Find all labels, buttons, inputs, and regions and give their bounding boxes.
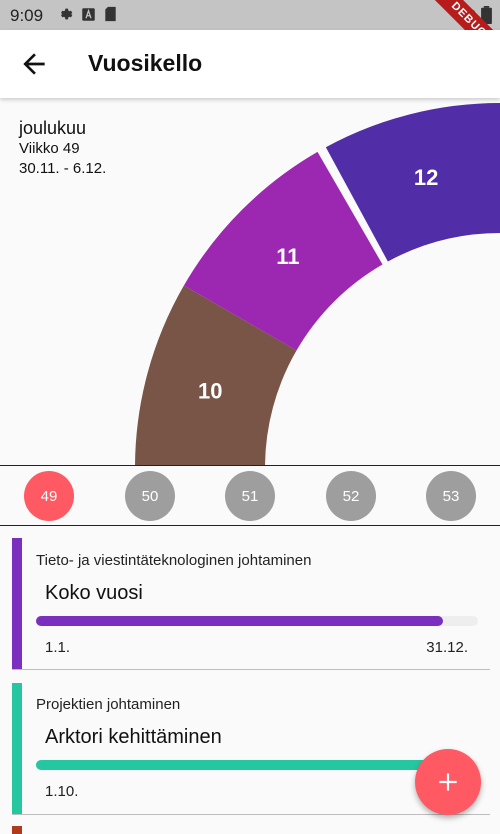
month-segment-label: 10 [198, 378, 222, 403]
month-segment-10[interactable] [135, 285, 297, 466]
a-box-icon [82, 7, 95, 21]
status-time: 9:09 [10, 6, 44, 25]
current-week-info: joulukuu Viikko 49 30.11. - 6.12. [19, 118, 106, 179]
month-segment-11[interactable] [183, 151, 383, 351]
card-title: Arktori kehittäminen [45, 726, 222, 748]
progress-fill [36, 616, 443, 626]
card-title: Koko vuosi [45, 582, 143, 604]
card-color-bar [12, 683, 22, 815]
week-50-button[interactable]: 50 [125, 471, 175, 521]
week-49-button[interactable]: 49 [24, 471, 74, 521]
week-52-button[interactable]: 52 [326, 471, 376, 521]
card-divider [12, 814, 490, 815]
card-subtitle: Tieto- ja viestintäteknologinen johtamin… [36, 552, 312, 569]
page-title: Vuosikello [88, 50, 203, 76]
wheel-chart: 10 11 12 [135, 103, 500, 466]
progress-fill [36, 760, 434, 770]
week-53-button[interactable]: 53 [426, 471, 476, 521]
sd-card-icon [105, 6, 116, 22]
arrow-back-icon [23, 53, 45, 75]
app-bar: Vuosikello [0, 30, 500, 98]
divider-top [0, 465, 500, 466]
progress-bar [36, 616, 478, 626]
month-segment-12[interactable] [325, 103, 500, 262]
card-color-bar [12, 538, 22, 670]
progress-bar [36, 760, 478, 770]
settings-icon [61, 8, 73, 20]
start-date: 1.1. [45, 639, 71, 656]
status-bar: 9:09 DEBUG [0, 0, 500, 74]
divider-bottom [0, 525, 500, 526]
week-51-button[interactable]: 51 [225, 471, 275, 521]
month-label: joulukuu [19, 118, 87, 138]
month-segment-label: 11 [276, 244, 299, 269]
back-button[interactable] [18, 48, 50, 80]
task-card[interactable]: Tieto- ja viestintäteknologinen johtamin… [12, 538, 490, 670]
card-subtitle: Projektien johtaminen [36, 696, 181, 713]
add-button[interactable] [415, 749, 481, 815]
task-card[interactable]: Projektien johtaminen Arktori kehittämin… [12, 683, 490, 815]
start-date: 1.10. [45, 783, 79, 800]
year-wheel: 10 11 12 joulukuu Viikko 49 30.11. - 6.12. [0, 98, 500, 465]
next-card-color-bar [12, 826, 22, 834]
end-date: 31.12. [426, 639, 468, 656]
date-range-label: 30.11. - 6.12. [19, 160, 107, 177]
week-selector: 49 50 51 52 53 [0, 466, 500, 524]
week-label: Viikko 49 [19, 140, 80, 157]
status-icons-left [57, 6, 117, 22]
plus-icon [439, 773, 457, 791]
card-divider [12, 669, 490, 670]
month-segment-label: 12 [414, 165, 438, 190]
